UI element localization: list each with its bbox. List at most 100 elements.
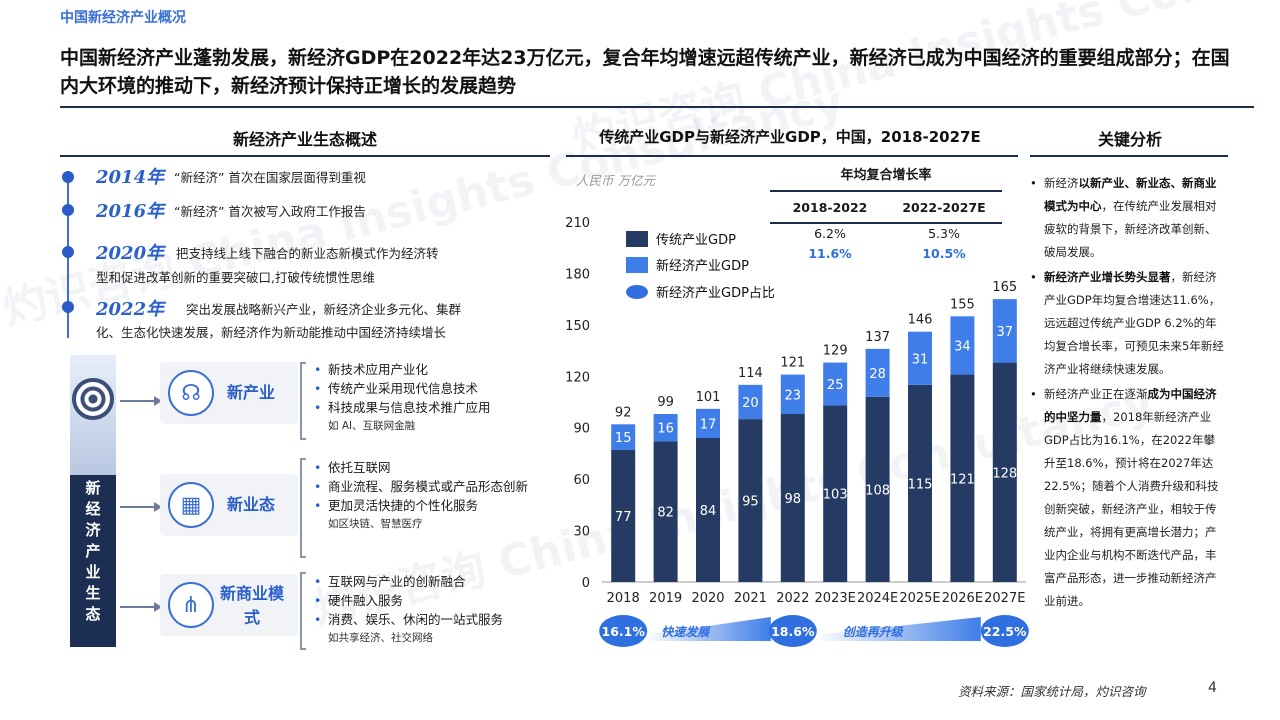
- cagr-traditional: 6.2%: [814, 226, 846, 241]
- list-example: 如区块链、智慧医疗: [328, 518, 423, 530]
- cagr-divider: [770, 190, 1002, 192]
- bar-total-label: 101: [696, 390, 721, 405]
- list-item: 更加灵活快捷的个性化服务: [312, 496, 542, 515]
- bar-value-new: 31: [912, 352, 929, 367]
- bar-total-label: 99: [657, 395, 674, 410]
- legend-label: 新经济产业GDP: [656, 259, 749, 274]
- legend-item: 传统产业GDP: [626, 229, 736, 248]
- cagr-new: 10.5%: [922, 246, 966, 261]
- bar-new-economy: [823, 362, 848, 406]
- timeline-year: 2014年: [96, 167, 165, 188]
- bar-value-traditional: 115: [908, 477, 933, 492]
- timeline-line: [67, 178, 69, 338]
- cagr-title: 年均复合增长率: [840, 168, 932, 183]
- key-point: 新经济产业正在逐渐成为中国经济的中坚力量，2018年新经济产业GDP占比为16.…: [1028, 383, 1226, 613]
- bar-value-traditional: 77: [615, 510, 632, 525]
- bar-value-new: 15: [615, 431, 632, 446]
- timeline-year: 2020年: [96, 243, 165, 264]
- bar-total-label: 114: [738, 366, 763, 381]
- timeline-dot: [62, 246, 74, 258]
- x-tick-label: 2026E: [942, 591, 983, 606]
- bar-traditional: [653, 441, 678, 582]
- key-point: 新经济产业增长势头显著，新经济产业GDP年均复合增速达11.6%，远远超过传统产…: [1028, 266, 1226, 381]
- bar-traditional: [611, 450, 636, 582]
- timeline-text: 突出发展战略新兴产业，新经济企业多元化、集群: [186, 302, 462, 317]
- legend-swatch: [626, 230, 648, 247]
- bar-new-economy: [696, 408, 720, 438]
- list-item: 硬件融入服务: [312, 591, 552, 610]
- bar-new-economy: [950, 316, 975, 375]
- bar-new-economy: [780, 374, 805, 414]
- bar-total-label: 121: [780, 356, 805, 371]
- bar-value-new: 25: [827, 378, 844, 393]
- share-bubble: [768, 615, 817, 647]
- cagr-period: 2022-2027E: [902, 200, 986, 215]
- buildings-icon: ▦: [168, 482, 214, 528]
- ecosystem-name: 新产业: [226, 383, 275, 402]
- timeline-dot: [62, 204, 74, 216]
- list-item: 商业流程、服务模式或产品形态创新: [312, 477, 542, 496]
- bar-traditional: [992, 362, 1017, 582]
- source-note: 资料来源：国家统计局，灼识咨询: [958, 684, 1146, 699]
- cagr-period: 2018-2022: [792, 200, 868, 215]
- chart-title: 传统产业GDP与新经济产业GDP，中国，2018-2027E: [599, 128, 981, 146]
- bar-value-new: 20: [742, 396, 759, 411]
- ecosystem-list: 新技术应用产业化 传统产业采用现代信息技术 科技成果与信息技术推广应用 如 AI…: [312, 360, 552, 435]
- x-tick-label: 2019: [649, 591, 682, 606]
- bar-traditional: [865, 396, 890, 582]
- bar-new-economy: [992, 299, 1017, 363]
- growth-band: [814, 617, 981, 641]
- left-panel-divider: [60, 155, 550, 157]
- timeline-text: 把支持线上线下融合的新业态新模式作为经济转: [176, 246, 439, 261]
- bar-value-traditional: 98: [785, 492, 802, 507]
- unit-label: 人民币 万亿元: [576, 173, 655, 188]
- bar-total-label: 137: [865, 330, 890, 345]
- share-bubble-label: 18.6%: [771, 624, 815, 639]
- legend-item: 新经济产业GDP: [626, 255, 749, 274]
- y-tick-label: 150: [565, 319, 590, 334]
- brain-chip-icon: ☊: [168, 370, 214, 416]
- y-tick-label: 90: [573, 422, 590, 437]
- legend-swatch: [626, 256, 648, 273]
- cagr-traditional: 5.3%: [928, 226, 960, 241]
- y-tick-label: 210: [565, 216, 590, 231]
- page-headline: 中国新经济产业蓬勃发展，新经济GDP在2022年达23万亿元，复合年均增速远超传…: [60, 47, 1230, 97]
- bar-traditional: [908, 384, 932, 582]
- list-item: 互联网与产业的创新融合: [312, 572, 552, 591]
- bar-value-new: 16: [657, 422, 674, 437]
- bar-new-economy: [653, 414, 678, 442]
- bracket: [300, 458, 306, 558]
- bar-new-economy: [865, 348, 890, 397]
- timeline-text: 型和促进改革创新的重要突破口,打破传统惯性思维: [96, 270, 375, 285]
- bar-total-label: 155: [950, 297, 975, 312]
- list-item: 传统产业采用现代信息技术: [312, 379, 552, 398]
- bar-value-new: 23: [785, 388, 802, 403]
- share-bubble-label: 16.1%: [602, 624, 646, 639]
- bar-value-new: 37: [997, 325, 1014, 340]
- list-example: 如共享经济、社交网络: [328, 632, 433, 644]
- cagr-new: 11.6%: [808, 246, 852, 261]
- y-tick-label: 180: [565, 267, 590, 282]
- phase-label: 快速发展: [661, 625, 711, 639]
- x-tick-label: 2027E: [984, 591, 1025, 606]
- y-tick-label: 0: [582, 576, 590, 591]
- timeline-text: “新经济” 首次在国家层面得到重视: [174, 170, 366, 185]
- legend-label: 传统产业GDP: [656, 233, 736, 248]
- bar-value-traditional: 84: [700, 504, 717, 519]
- share-bubble-label: 22.5%: [983, 624, 1027, 639]
- list-item: 科技成果与信息技术推广应用: [312, 398, 552, 417]
- target-icon: [72, 378, 114, 420]
- bracket: [300, 572, 306, 650]
- section-tag: 中国新经济产业概况: [60, 10, 186, 26]
- x-tick-label: 2025E: [899, 591, 940, 606]
- ecosystem-list: 互联网与产业的创新融合 硬件融入服务 消费、娱乐、休闲的一站式服务 如共享经济、…: [312, 572, 552, 647]
- ecosystem-label: 新经济产业生态: [85, 479, 101, 623]
- bar-traditional: [738, 419, 763, 582]
- page-number: 4: [1208, 680, 1217, 696]
- left-panel-title: 新经济产业生态概述: [232, 130, 377, 149]
- x-tick-label: 2018: [607, 591, 640, 606]
- bar-value-traditional: 128: [992, 466, 1017, 481]
- list-example: 如 AI、互联网金融: [328, 420, 416, 432]
- timeline-year: 2016年: [96, 201, 165, 222]
- bar-total-label: 129: [823, 344, 848, 359]
